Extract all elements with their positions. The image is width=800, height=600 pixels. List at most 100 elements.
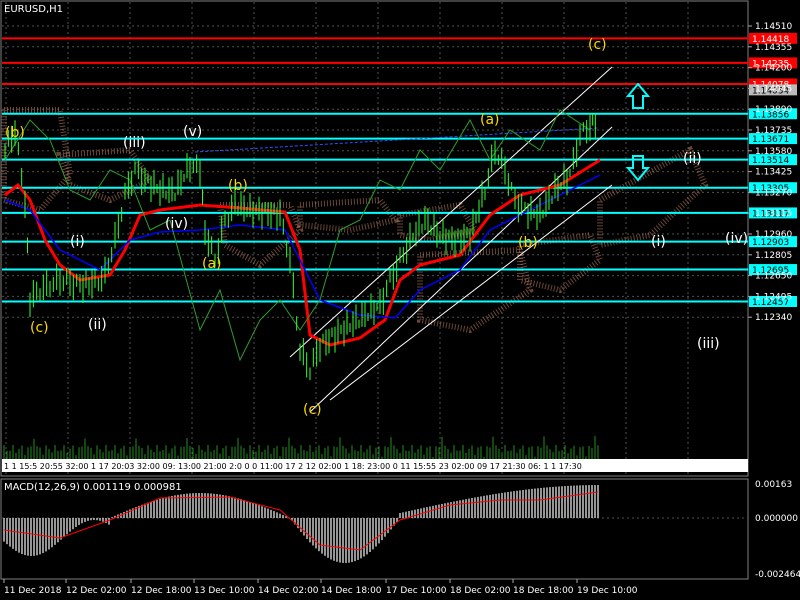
wave-label-white: (iii) xyxy=(123,135,146,151)
level-price-tag xyxy=(749,57,797,69)
symbol-title: EURUSD,H1 xyxy=(4,4,64,15)
price-tick-label: 1.13735 xyxy=(755,126,792,136)
level-price-tag xyxy=(749,207,797,219)
macd-tick-label: 0.00163 xyxy=(755,480,792,490)
price-tick-label: 1.14355 xyxy=(755,43,792,53)
arrow-markers xyxy=(625,82,651,182)
main-panel-frame xyxy=(0,0,749,477)
moving-average-red xyxy=(4,158,601,347)
price-tick-label: 1.13425 xyxy=(755,168,792,178)
price-tick-label: 1.12960 xyxy=(755,230,792,240)
price-tick-label: 1.13270 xyxy=(755,188,792,198)
time-tick-label: 14 Dec 18:00 xyxy=(321,586,382,596)
price-tick-label: 1.13115 xyxy=(755,209,792,219)
level-price-tag xyxy=(749,133,797,145)
horizontal-levels: 1.144181.142351.140781.140341.138561.136… xyxy=(2,32,797,308)
level-price-label: 1.12457 xyxy=(752,298,789,308)
wave-label-yellow: (c) xyxy=(588,37,607,53)
macd-signal-line xyxy=(3,491,599,551)
wave-label-yellow: (a) xyxy=(202,256,222,272)
wave-label-white: (i) xyxy=(651,234,666,250)
level-price-label: 1.13671 xyxy=(752,135,789,145)
macd-panel-frame xyxy=(0,478,749,580)
down-arrow-icon xyxy=(625,155,651,182)
channel-line xyxy=(329,184,613,401)
level-price-tag xyxy=(749,32,797,44)
time-tick-label: 11 Dec 2018 xyxy=(4,586,62,596)
time-tick-label: 14 Dec 02:00 xyxy=(258,586,319,596)
wave-label-yellow: (b) xyxy=(5,125,25,141)
cloud-region xyxy=(1,107,74,214)
time-axis: 11 Dec 2018 12 Dec 02:00 12 Dec 18:00 13 De… xyxy=(3,579,638,596)
time-tick-label: 18 Dec 18:00 xyxy=(513,586,574,596)
wave-labels: (b) (c) (a) (b) (c) (a) (b) (c) (iii) (v) (iv) (i) (… xyxy=(5,37,748,418)
time-strip-bg xyxy=(2,459,748,472)
level-price-label: 1.12903 xyxy=(752,238,789,248)
time-tick-label: 13 Dec 10:00 xyxy=(194,586,255,596)
level-price-label: 1.13856 xyxy=(752,110,789,120)
macd-tick-label: -0.002464 xyxy=(755,570,800,580)
cloud-region xyxy=(417,246,534,334)
moving-average-blue xyxy=(4,174,601,319)
wave-label-white: (iv) xyxy=(165,216,188,232)
price-tick-label: 1.14510 xyxy=(755,22,792,32)
wave-label-yellow: (b) xyxy=(228,178,248,194)
trend-channel xyxy=(194,66,613,413)
wave-label-white: (ii) xyxy=(88,317,107,333)
price-tick-label: 1.12805 xyxy=(755,251,792,261)
price-tick-label: 1.13580 xyxy=(755,147,792,157)
time-tick-label: 17 Dec 10:00 xyxy=(386,586,447,596)
time-strip: 1 1 15:5 20:55 32:00 1 17 20:03 32:00 09… xyxy=(2,459,748,472)
level-price-label: 1.13117 xyxy=(752,209,789,219)
time-tick-label: 18 Dec 02:00 xyxy=(450,586,511,596)
wave-label-yellow: (a) xyxy=(480,112,500,128)
wave-label-white: (iv) xyxy=(725,231,748,247)
cloud-region xyxy=(216,202,304,269)
wave-label-white: (i) xyxy=(70,234,85,250)
level-price-label: 1.14034 xyxy=(752,86,789,96)
level-price-tag xyxy=(749,154,797,166)
macd-label: MACD(12,26,9) 0.001119 0.000981 xyxy=(4,482,182,493)
price-tick-label: 1.14045 xyxy=(755,84,792,94)
price-tick-label: 1.14200 xyxy=(755,64,792,74)
up-arrow-icon xyxy=(625,82,651,109)
level-price-tag xyxy=(749,264,797,276)
price-axis: 1.14510 1.14355 1.14200 1.14045 1.13890 1.137… xyxy=(748,22,792,323)
trendline-blue xyxy=(194,127,599,153)
wave-label-white: (ii) xyxy=(683,151,702,167)
cloud-region xyxy=(55,146,155,204)
price-tick-label: 1.13890 xyxy=(755,105,792,115)
level-price-tag xyxy=(749,182,797,194)
price-tick-label: 1.12340 xyxy=(755,313,792,323)
price-candles xyxy=(4,113,596,381)
level-price-label: 1.12695 xyxy=(752,266,789,276)
wave-label-yellow: (b) xyxy=(518,235,538,251)
oscillator-line xyxy=(4,109,591,362)
grid xyxy=(2,2,747,475)
level-price-tag xyxy=(749,108,797,120)
wave-label-white: (v) xyxy=(183,124,202,140)
price-tick-label: 1.12495 xyxy=(755,292,792,302)
wave-label-white: (iii) xyxy=(697,336,720,352)
ichimoku-cloud xyxy=(1,107,709,334)
volume-bars xyxy=(3,436,599,460)
level-price-tag xyxy=(749,295,797,307)
level-price-tag xyxy=(749,78,797,90)
level-price-label: 1.13514 xyxy=(752,156,789,166)
time-tick-label: 12 Dec 18:00 xyxy=(131,586,192,596)
level-price-label: 1.14235 xyxy=(752,59,789,69)
macd-tick-label: 0.000000 xyxy=(755,514,798,524)
wave-label-yellow: (c) xyxy=(30,320,49,336)
indicator-lines xyxy=(4,109,601,362)
level-price-tag xyxy=(749,84,797,96)
cloud-region xyxy=(597,145,709,249)
macd-histogram: 0.00163 0.000000 -0.002464 xyxy=(2,480,800,580)
wave-label-yellow: (c) xyxy=(303,402,322,418)
price-tick-label: 1.12650 xyxy=(755,272,792,282)
time-tick-label: 19 Dec 10:00 xyxy=(577,586,638,596)
time-strip-label: 1 1 15:5 20:55 32:00 1 17 20:03 32:00 09… xyxy=(4,462,582,471)
cloud-region xyxy=(297,196,401,234)
time-tick-label: 12 Dec 02:00 xyxy=(66,586,127,596)
level-price-tag xyxy=(749,236,797,248)
